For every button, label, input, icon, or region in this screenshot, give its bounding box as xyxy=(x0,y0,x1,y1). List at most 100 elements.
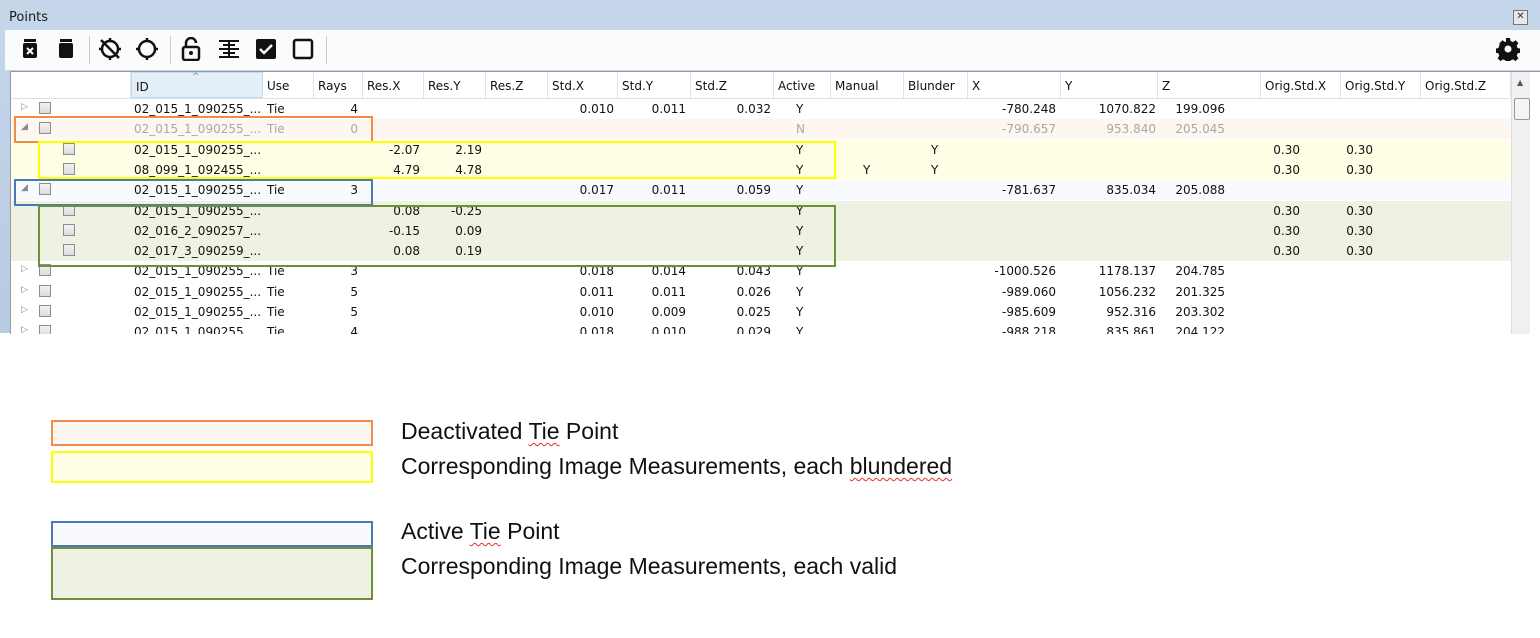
check-all-icon[interactable] xyxy=(253,36,279,62)
gear-icon[interactable] xyxy=(1495,36,1521,62)
cell-resy: 0.09 xyxy=(455,223,482,238)
row-checkbox[interactable] xyxy=(39,305,51,317)
delete-all-icon[interactable] xyxy=(53,36,79,62)
cell-stdx: 0.018 xyxy=(579,264,614,279)
expand-icon[interactable]: ▷ xyxy=(21,284,28,295)
cell-y: 1056.232 xyxy=(1098,284,1156,299)
expand-icon[interactable]: ▷ xyxy=(21,325,28,334)
tie-point-row[interactable]: ◢ 02_015_1_090255_... Tie 3 0.017 0.011 0.059 Y… xyxy=(11,180,1511,201)
column-header-res-x[interactable]: Res.X xyxy=(363,72,424,98)
cell-x: -780.248 xyxy=(1002,102,1056,116)
cell-id: 02_016_2_090257_... xyxy=(134,223,262,238)
row-checkbox[interactable] xyxy=(63,223,75,236)
row-checkbox[interactable] xyxy=(63,244,75,257)
column-header-std-x[interactable]: Std.X xyxy=(548,72,618,98)
expand-icon[interactable]: ▷ xyxy=(21,264,28,275)
tie-point-row[interactable]: ▷ 02_015_1_090255_... Tie 5 0.010 0.009 0.025 Y… xyxy=(11,302,1511,322)
vertical-scrollbar[interactable]: ▲ xyxy=(1511,72,1530,334)
cell-manual: Y xyxy=(863,162,871,177)
row-checkbox[interactable] xyxy=(39,264,51,277)
column-header-res-z[interactable]: Res.Z xyxy=(486,72,548,98)
scroll-up-icon[interactable]: ▲ xyxy=(1517,78,1524,87)
cell-id: 02_017_3_090259_... xyxy=(134,244,262,259)
cell-active: Y xyxy=(796,244,804,259)
cell-stdy: 0.011 xyxy=(651,102,686,116)
legend-swatch xyxy=(51,547,373,600)
column-header-rays[interactable]: Rays xyxy=(314,72,363,98)
row-checkbox[interactable] xyxy=(39,284,51,297)
row-checkbox[interactable] xyxy=(39,325,51,334)
deactivate-target-icon[interactable] xyxy=(97,36,123,62)
legend-swatch xyxy=(51,521,373,547)
active-highlight-box xyxy=(14,179,373,206)
collapse-icon[interactable]: ◢ xyxy=(21,122,28,133)
column-header-res-y[interactable]: Res.Y xyxy=(424,72,486,98)
column-header-orig-std-x[interactable]: Orig.Std.X xyxy=(1261,72,1341,98)
cell-rays: 3 xyxy=(350,264,358,279)
column-header-manual[interactable]: Manual xyxy=(831,72,904,98)
cell-id: 02_015_1_090255_... xyxy=(134,142,262,157)
cell-rays: 5 xyxy=(350,284,358,299)
column-header-active[interactable]: Active xyxy=(774,72,831,98)
collapse-icon[interactable]: ◢ xyxy=(21,183,28,194)
column-header-std-z[interactable]: Std.Z xyxy=(691,72,774,98)
column-header-label: Res.Z xyxy=(490,79,524,93)
tie-point-row[interactable]: ▷ 02_015_1_090255_... Tie 5 0.011 0.011 0.026 Y… xyxy=(11,282,1511,302)
column-header-x[interactable]: X xyxy=(968,72,1061,98)
cell-z: 204.122 xyxy=(1175,325,1225,334)
column-header-label: Y xyxy=(1065,79,1073,93)
measurement-row[interactable]: 02_017_3_090259_... 0.08 0.19 Y 0.30 0.30 xyxy=(11,241,1511,262)
column-header-label: Use xyxy=(267,79,290,93)
cell-use: Tie xyxy=(267,122,285,137)
close-icon[interactable]: ✕ xyxy=(1513,10,1528,25)
cell-active: Y xyxy=(796,223,804,238)
cell-x: -781.637 xyxy=(1002,183,1056,198)
target-icon[interactable] xyxy=(134,36,160,62)
unlock-icon[interactable] xyxy=(178,36,204,62)
tie-point-row[interactable]: ▷ 02_015_1_090255_... Tie 4 0.018 0.010 0.029 Y… xyxy=(11,322,1511,334)
column-header-std-y[interactable]: Std.Y xyxy=(618,72,691,98)
cell-z: 199.096 xyxy=(1175,102,1225,116)
table-header: ID ^ Use Rays Res.X Res.Y Res.Z Std.X Std.Y Std.Z… xyxy=(11,72,1511,99)
column-header-orig-std-z[interactable]: Orig.Std.Z xyxy=(1421,72,1511,98)
expand-icon[interactable]: ▷ xyxy=(21,305,28,315)
column-header-use[interactable]: Use xyxy=(263,72,314,98)
cell-y: 952.316 xyxy=(1106,305,1156,319)
row-checkbox[interactable] xyxy=(63,162,75,175)
column-header-id[interactable]: ID ^ xyxy=(131,72,263,98)
cell-oy: 0.30 xyxy=(1346,162,1373,177)
row-checkbox[interactable] xyxy=(39,102,51,114)
measurement-row[interactable]: 08_099_1_092455_... 4.79 4.78 Y Y Y 0.30 0.30 xyxy=(11,159,1511,180)
expand-icon[interactable]: ▷ xyxy=(21,102,28,112)
cell-active: Y xyxy=(796,203,804,218)
cell-use: Tie xyxy=(267,102,285,116)
column-header-z[interactable]: Z xyxy=(1158,72,1261,98)
tie-point-row[interactable]: ▷ 02_015_1_090255_... Tie 4 0.010 0.011 0.032 Y… xyxy=(11,99,1511,119)
cell-oy: 0.30 xyxy=(1346,244,1373,259)
cell-stdy: 0.010 xyxy=(651,325,686,334)
delete-selected-icon[interactable] xyxy=(17,36,43,62)
measurement-row[interactable]: 02_015_1_090255_... -2.07 2.19 Y Y 0.30 0.30 xyxy=(11,139,1511,160)
cell-rays: 3 xyxy=(350,183,358,198)
cell-resy: 4.78 xyxy=(455,162,482,177)
cell-active: N xyxy=(796,122,805,137)
column-header-blunder[interactable]: Blunder xyxy=(904,72,968,98)
column-header-orig-std-y[interactable]: Orig.Std.Y xyxy=(1341,72,1421,98)
row-checkbox[interactable] xyxy=(39,122,51,135)
column-header-y[interactable]: Y xyxy=(1061,72,1158,98)
row-checkbox[interactable] xyxy=(63,142,75,155)
measurement-row[interactable]: 02_016_2_090257_... -0.15 0.09 Y 0.30 0.30 xyxy=(11,220,1511,241)
cell-resy: -0.25 xyxy=(450,203,482,218)
column-header-label: X xyxy=(972,79,981,93)
deactivated-highlight-box xyxy=(14,116,373,143)
cell-active: Y xyxy=(796,162,804,177)
scrollbar-thumb[interactable] xyxy=(1514,98,1530,120)
uncheck-all-icon[interactable] xyxy=(290,36,316,62)
cell-x: -985.609 xyxy=(1002,305,1056,319)
toolbar-separator xyxy=(170,36,171,64)
tie-point-row[interactable]: ▷ 02_015_1_090255_... Tie 3 0.018 0.014 0.043 Y… xyxy=(11,261,1511,281)
row-checkbox[interactable] xyxy=(39,183,51,196)
cell-y: 835.034 xyxy=(1106,183,1156,198)
tie-point-row[interactable]: ◢ 02_015_1_090255_... Tie 0 N -790.657 953.840… xyxy=(11,119,1511,140)
filter-icon[interactable] xyxy=(216,36,242,62)
